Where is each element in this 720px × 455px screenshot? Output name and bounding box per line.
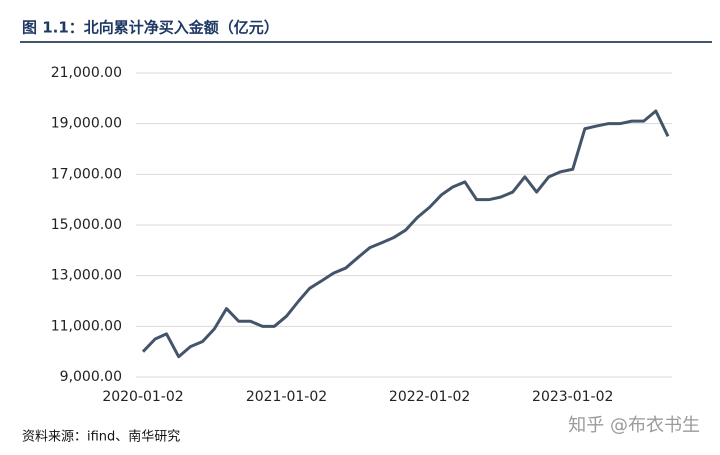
x-tick-label: 2021-01-02 — [246, 389, 327, 405]
y-tick-label: 9,000.00 — [60, 369, 122, 385]
y-tick-label: 11,000.00 — [51, 318, 122, 334]
y-tick-label: 17,000.00 — [51, 166, 122, 182]
chart-title: 图 1.1：北向累计净买入金额（亿元） — [22, 19, 279, 37]
x-tick-label: 2022-01-02 — [389, 389, 470, 405]
series-line — [141, 109, 670, 359]
y-tick-label: 13,000.00 — [51, 268, 122, 284]
y-tick-label: 19,000.00 — [51, 116, 122, 132]
x-tick-label: 2023-01-02 — [532, 389, 613, 405]
x-tick-label: 2020-01-02 — [102, 389, 183, 405]
watermark: 知乎 @布衣书生 — [568, 415, 700, 436]
y-tick-label: 15,000.00 — [51, 217, 122, 233]
y-tick-label: 21,000.00 — [51, 65, 122, 81]
source-note: 资料来源：ifind、南华研究 — [22, 429, 180, 445]
